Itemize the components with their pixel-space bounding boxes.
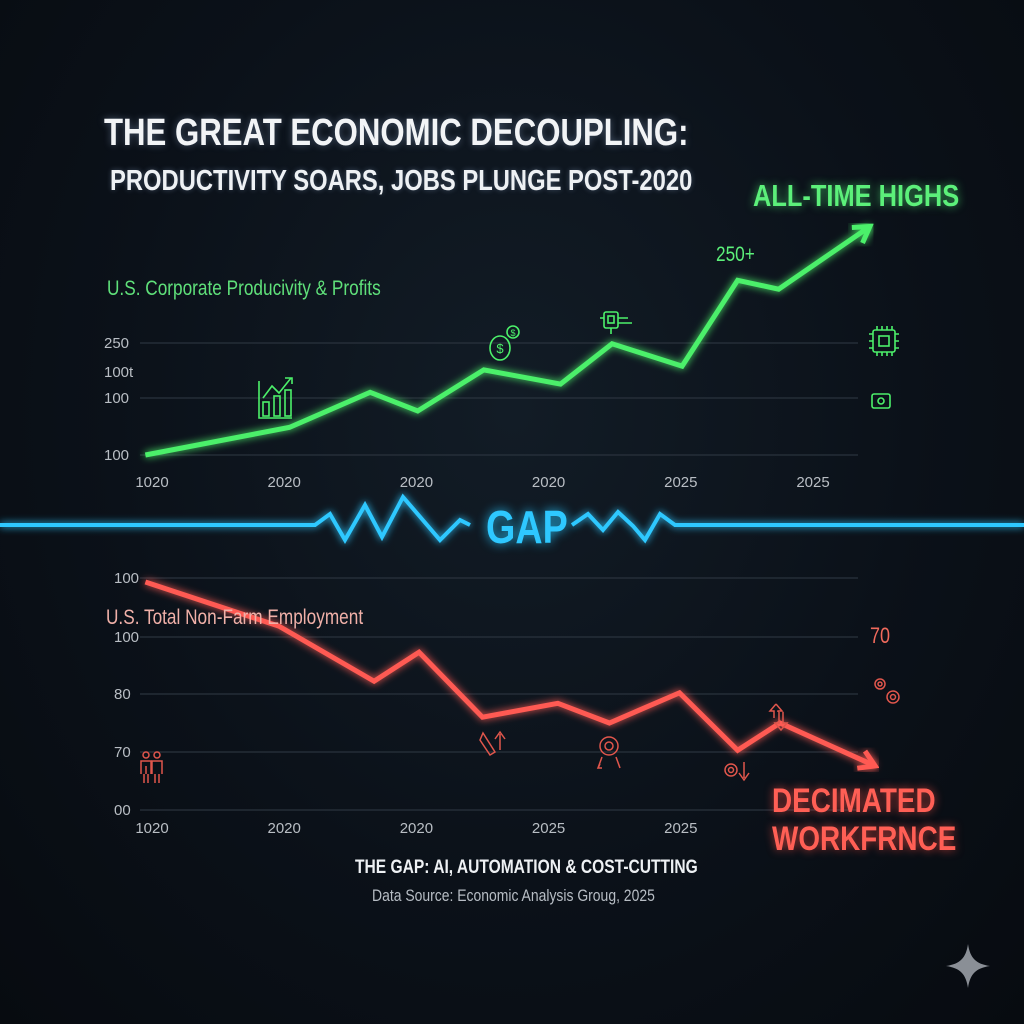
employment-gridlines xyxy=(140,577,858,811)
x-tick-label: 2025 xyxy=(796,474,829,491)
x-tick-label: 2020 xyxy=(268,474,301,491)
svg-text:$: $ xyxy=(496,341,504,356)
productivity-series xyxy=(144,223,874,458)
x-tick-label: 2020 xyxy=(532,474,565,491)
employment-arrowhead xyxy=(856,749,880,771)
decimated-workforce-annotation: DECIMATED WORKFRNCE xyxy=(772,782,997,858)
y-tick-label: 100t xyxy=(104,364,134,381)
x-tick-label: 2020 xyxy=(400,474,433,491)
y-tick-label: 00 xyxy=(114,802,131,819)
gear-down-arrow-icon xyxy=(724,762,750,782)
y-tick-label: 250 xyxy=(104,335,129,352)
chart-subtitle: PRODUCTIVITY SOARS, JOBS PLUNGE POST-202… xyxy=(110,165,693,197)
gap-divider-line xyxy=(0,493,471,545)
footer-title: THE GAP: AI, AUTOMATION & COST-CUTTING xyxy=(355,857,698,878)
y-tick-label: 100 xyxy=(104,447,129,464)
employment-y-ticks: 100 100 80 70 00 xyxy=(114,570,139,819)
y-tick-label: 100 xyxy=(104,390,129,407)
x-tick-label: 2025 xyxy=(664,820,697,837)
robot-arm-up-icon xyxy=(479,730,506,757)
productivity-arrowhead xyxy=(851,223,874,244)
employment-value-label: 70 xyxy=(870,623,891,648)
y-tick-label: 100 xyxy=(114,629,139,646)
x-tick-label: 2025 xyxy=(664,474,697,491)
gap-label: GAP xyxy=(486,501,568,553)
y-tick-label: 80 xyxy=(114,686,131,703)
chart-title: THE GREAT ECONOMIC DECOUPLING: xyxy=(104,112,689,154)
x-tick-label: 2020 xyxy=(400,820,433,837)
data-source: Data Source: Economic Analysis Groug, 20… xyxy=(372,886,655,905)
gear-down-icon xyxy=(596,736,621,769)
employment-series xyxy=(144,579,880,771)
productivity-value-label: 250+ xyxy=(716,243,755,266)
x-tick-label: 1020 xyxy=(135,474,168,491)
annotation-line-1: DECIMATED xyxy=(772,782,936,820)
x-tick-label: 1020 xyxy=(135,820,168,837)
money-bag-icon: $ $ xyxy=(489,325,520,361)
employment-series-label: U.S. Total Non-Farm Employment xyxy=(106,606,364,629)
annotation-line-2: WORKFRNCE xyxy=(772,820,957,858)
microchip-icon xyxy=(869,326,899,356)
gap-divider-line-right xyxy=(570,509,1024,544)
x-tick-label: 2025 xyxy=(532,820,565,837)
up-down-arrows-icon xyxy=(768,703,789,732)
bar-chart-growth-icon xyxy=(258,377,293,419)
employment-x-ticks: 1020 2020 2020 2025 2025 xyxy=(135,820,697,837)
productivity-x-ticks: 1020 2020 2020 2020 2025 2025 xyxy=(135,474,829,491)
productivity-series-label: U.S. Corporate Producivity & Profits xyxy=(107,277,381,300)
all-time-highs-annotation: ALL-TIME HIGHS xyxy=(753,178,960,213)
workers-icon xyxy=(140,751,163,783)
productivity-y-ticks: 250 100t 100 100 xyxy=(104,335,134,464)
gears-icon xyxy=(874,678,900,704)
robot-arm-icon xyxy=(600,311,632,334)
y-tick-label: 70 xyxy=(114,744,131,761)
x-tick-label: 2020 xyxy=(268,820,301,837)
svg-text:$: $ xyxy=(510,328,515,338)
y-tick-label: 100 xyxy=(114,570,139,587)
camera-icon xyxy=(871,393,891,409)
